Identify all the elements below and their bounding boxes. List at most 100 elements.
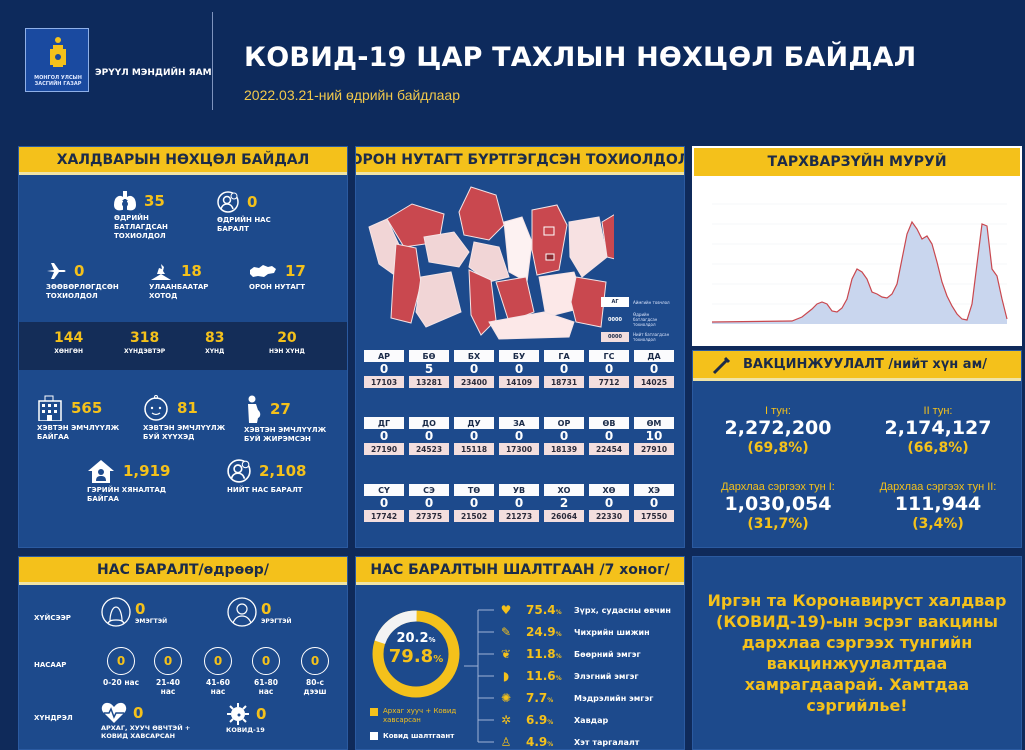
severity-value: 144: [54, 330, 84, 346]
province-cell: ХЭ 0 17550: [634, 484, 674, 522]
cause-row: ✺ 7.7% Мэдрэлийн эмгэг: [496, 690, 653, 706]
cause-bracket: [464, 609, 494, 743]
dose2-value: 2,174,127: [884, 417, 992, 439]
severity-value: 318: [129, 330, 160, 346]
province-row-1: АР 0 17103 БӨ 5 13281 БХ 0 23400 БУ 0 14109 ГА 0 18731…: [364, 350, 680, 388]
province-daily: 0: [514, 429, 524, 443]
dose1-value: 2,272,200: [724, 417, 832, 439]
cause-row: ♙ 4.9% Хэт таргалалт: [496, 734, 640, 749]
province-total: 27375: [409, 510, 449, 522]
dose1-pct: (69,8%): [747, 440, 809, 456]
government-logo: МОНГОЛ УЛСЫН ЗАСГИЙН ГАЗАР: [25, 28, 89, 92]
legend-swatch: 0000: [608, 316, 622, 323]
province-cell: БХ 0 23400: [454, 350, 494, 388]
provinces-value: 17: [285, 262, 306, 280]
province-cell: ӨМ 10 27910: [634, 417, 674, 455]
kidney-icon: ❦: [500, 647, 512, 661]
mongolia-province-map: [368, 186, 614, 340]
province-total: 22330: [589, 510, 629, 522]
cause-pct: 24.9: [526, 625, 556, 639]
province-total: 18139: [544, 443, 584, 455]
province-daily: 0: [514, 496, 524, 510]
province-cell: ДГ 0 27190: [364, 417, 404, 455]
age-label: 0-20 нас: [102, 678, 140, 687]
dose2-stat: II тун: 2,174,127 (66,8%): [858, 405, 1018, 457]
hospitalized-label: ХЭВТЭН ЭМЧЛҮҮЛЖ БАЙГАА: [37, 424, 120, 441]
cause-row: ✎ 24.9% Чихрийн шижин: [496, 624, 650, 640]
age-label: 21-40 нас: [156, 678, 180, 696]
covid-value: 0: [256, 705, 267, 723]
hospital-icon: [38, 395, 62, 421]
pct-sign: %: [555, 653, 562, 660]
province-total: 14109: [499, 376, 539, 388]
booster2-pct: (3,4%): [912, 516, 964, 532]
province-total: 27910: [634, 443, 674, 455]
province-code: УВ: [499, 484, 539, 496]
province-code: СҮ: [364, 484, 404, 496]
cause-label: Зүрх, судасны өвчин: [574, 605, 671, 615]
page-date: 2022.03.21-ний өдрийн байдлаар: [244, 87, 460, 103]
logo-text: МОНГОЛ УЛСЫН ЗАСГИЙН ГАЗАР: [34, 75, 82, 87]
province-total: 15118: [454, 443, 494, 455]
panel-heading: ХАЛДВАРЫН НӨХЦӨЛ БАЙДАЛ: [19, 147, 347, 175]
by-complication-label: ХҮНДРЭЛ: [34, 714, 73, 722]
female-value: 0: [135, 599, 146, 618]
cause-label: Хэт таргалалт: [574, 737, 640, 747]
death-causes-panel: НАС БАРАЛТЫН ШАЛТГААН /7 хоног/ 20.2% 79…: [355, 556, 685, 750]
booster2-label: Дархлаа сэргээх тун II:: [879, 481, 997, 493]
severity-label: ХҮНД: [205, 348, 225, 355]
province-cell: УВ 0 21273: [499, 484, 539, 522]
cause-pct: 11.8: [526, 647, 556, 661]
province-code: ХӨ: [589, 484, 629, 496]
pregnant-stat: 27 ХЭВТЭН ЭМЧЛҮҮЛЖ БУЙ ЖИРЭМСЭН: [244, 395, 326, 444]
province-total: 26064: [544, 510, 584, 522]
legend-row: АГ Аймгийн товчлол: [601, 297, 681, 307]
cause-row: ❦ 11.8% Бөөрний эмгэг: [496, 646, 641, 662]
age-group: 0 41-60 нас: [196, 647, 240, 696]
province-code: БХ: [454, 350, 494, 362]
age-group: 0 61-80 нас: [244, 647, 288, 696]
province-code: ӨВ: [589, 417, 629, 429]
home-care-label: ГЭРИЙН ХЯНАЛТАД БАЙГАА: [87, 486, 167, 503]
daily-confirmed-label: ӨДРИЙН БАТЛАГДСАН ТОХИОЛДОЛ: [114, 214, 168, 240]
province-code: ӨМ: [634, 417, 674, 429]
booster1-value: 1,030,054: [724, 493, 832, 515]
province-code: ТӨ: [454, 484, 494, 496]
province-code: ОР: [544, 417, 584, 429]
province-cell: ОР 0 18139: [544, 417, 584, 455]
cause-label: Бөөрний эмгэг: [574, 649, 641, 659]
children-stat: 81 ХЭВТЭН ЭМЧЛҮҮЛЖ БУЙ ХҮҮХЭД: [143, 395, 225, 442]
province-daily: 0: [514, 362, 524, 376]
cause-row: ◗ 11.6% Элэгний эмгэг: [496, 668, 639, 684]
province-daily: 0: [559, 362, 569, 376]
donut-legend-chronic: Архаг хууч + Ковид хавсарсан: [370, 707, 468, 725]
baby-icon: [144, 395, 168, 421]
virus-icon: [227, 703, 249, 725]
cause-pct: 11.6: [526, 669, 556, 683]
province-cell: ХО 2 26064: [544, 484, 584, 522]
province-total: 17300: [499, 443, 539, 455]
province-daily: 10: [645, 429, 663, 443]
donut-center: 20.2% 79.8%: [371, 631, 461, 667]
province-code: АР: [364, 350, 404, 362]
legend-label: Архаг хууч + Ковид хавсарсан: [383, 707, 457, 724]
pct-sign: %: [555, 675, 562, 682]
tumor-icon: ✲: [500, 713, 512, 727]
chronic-value: 0: [133, 704, 144, 722]
province-row-2: ДГ 0 27190 ДО 0 24523 ДУ 0 15118 ЗА 0 17300 ОР 0 18139…: [364, 417, 680, 455]
province-cell: ХӨ 0 22330: [589, 484, 629, 522]
province-cell: ЗА 0 17300: [499, 417, 539, 455]
total-deaths-label: НИЙТ НАС БАРАЛТ: [227, 486, 303, 494]
pregnant-value: 27: [270, 400, 291, 418]
cause-label: Чихрийн шижин: [574, 627, 650, 637]
infection-status-panel: ХАЛДВАРЫН НӨХЦӨЛ БАЙДАЛ 35 ӨДРИЙН БАТЛАГ…: [18, 146, 348, 548]
province-row-3: СҮ 0 17742 СЭ 0 27375 ТӨ 0 21502 УВ 0 21273 ХО 2 26064…: [364, 484, 680, 522]
province-code: ГА: [544, 350, 584, 362]
person-circle-icon: [227, 459, 251, 483]
booster2-stat: Дархлаа сэргээх тун II: 111,944 (3,4%): [858, 481, 1018, 533]
imported-label: ЗӨӨВӨРЛӨГДСӨН ТОХИОЛДОЛ: [46, 283, 119, 300]
age-group: 0 80-с дээш: [293, 647, 337, 696]
hospitalized-stat: 565 ХЭВТЭН ЭМЧЛҮҮЛЖ БАЙГАА: [37, 395, 119, 442]
severity-critical: 20 НЭН ХҮНД: [269, 330, 305, 355]
header-divider: [212, 12, 213, 110]
